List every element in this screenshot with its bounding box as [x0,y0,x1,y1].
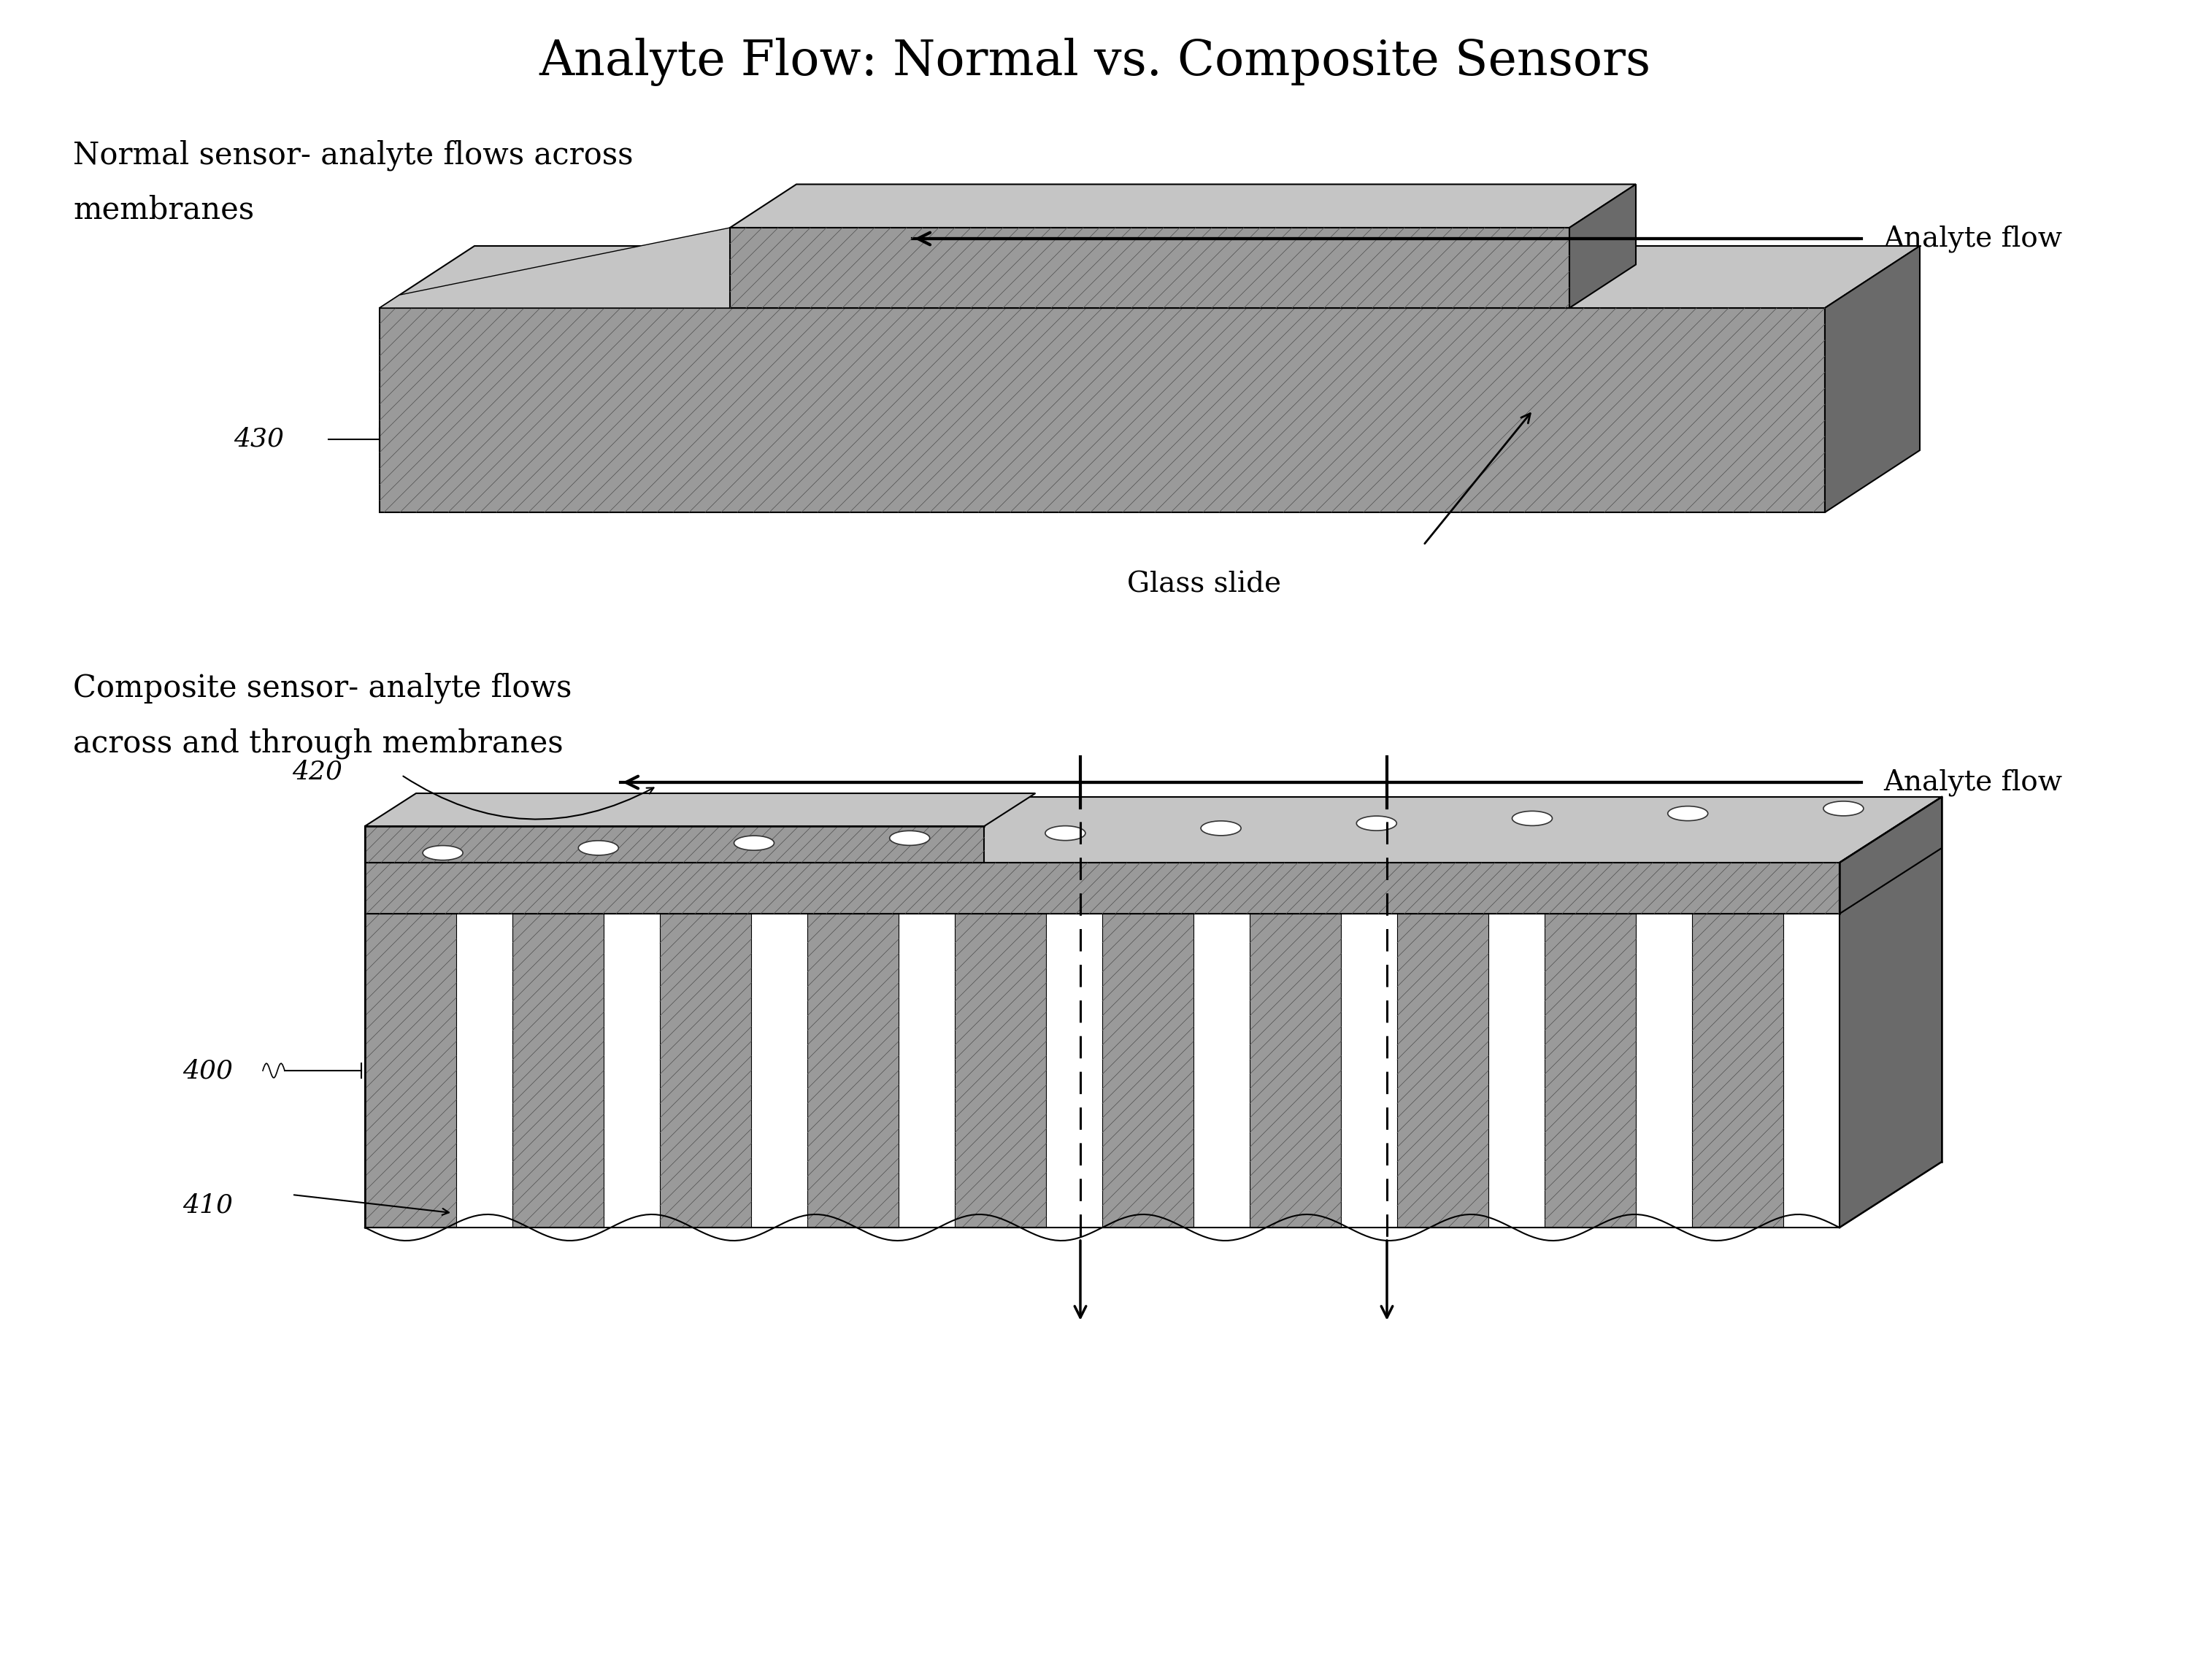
Polygon shape [731,228,1569,307]
Ellipse shape [424,845,463,860]
Ellipse shape [577,840,619,855]
Polygon shape [380,228,731,307]
Text: across and through membranes: across and through membranes [72,727,564,759]
Text: Analyte flow: Analyte flow [1883,769,2061,796]
Polygon shape [1249,914,1341,1228]
Polygon shape [364,862,1839,914]
Ellipse shape [1357,816,1396,830]
Ellipse shape [733,835,775,850]
Polygon shape [1398,914,1488,1228]
Polygon shape [364,793,1036,827]
Text: 420: 420 [292,759,342,785]
Polygon shape [1102,914,1194,1228]
Polygon shape [380,245,1921,307]
Polygon shape [364,914,1839,1228]
Ellipse shape [1512,811,1552,825]
Ellipse shape [1668,806,1708,822]
Text: 430: 430 [233,427,283,452]
Polygon shape [661,914,751,1228]
Text: 410: 410 [182,1193,233,1218]
Polygon shape [1839,796,1943,914]
Polygon shape [380,307,1824,512]
Ellipse shape [889,832,931,845]
Ellipse shape [1045,827,1084,840]
Text: Normal sensor- analyte flows across: Normal sensor- analyte flows across [72,139,632,171]
Polygon shape [364,796,1943,862]
Text: membranes: membranes [72,195,255,225]
Polygon shape [955,914,1047,1228]
Ellipse shape [1201,822,1240,835]
Polygon shape [808,914,898,1228]
Ellipse shape [1824,801,1864,816]
Text: Composite sensor- analyte flows: Composite sensor- analyte flows [72,674,573,704]
Polygon shape [1824,245,1921,512]
Polygon shape [364,914,457,1228]
Polygon shape [511,914,604,1228]
Polygon shape [1545,914,1635,1228]
Polygon shape [364,827,983,862]
Text: Analyte flow: Analyte flow [1883,225,2061,252]
Text: Analyte Flow: Normal vs. Composite Sensors: Analyte Flow: Normal vs. Composite Senso… [540,39,1651,86]
Polygon shape [1569,185,1635,307]
Polygon shape [731,185,1635,228]
Polygon shape [1839,848,1943,1228]
Text: 400: 400 [182,1058,233,1084]
Text: Glass slide: Glass slide [1128,571,1282,598]
Polygon shape [1692,914,1785,1228]
